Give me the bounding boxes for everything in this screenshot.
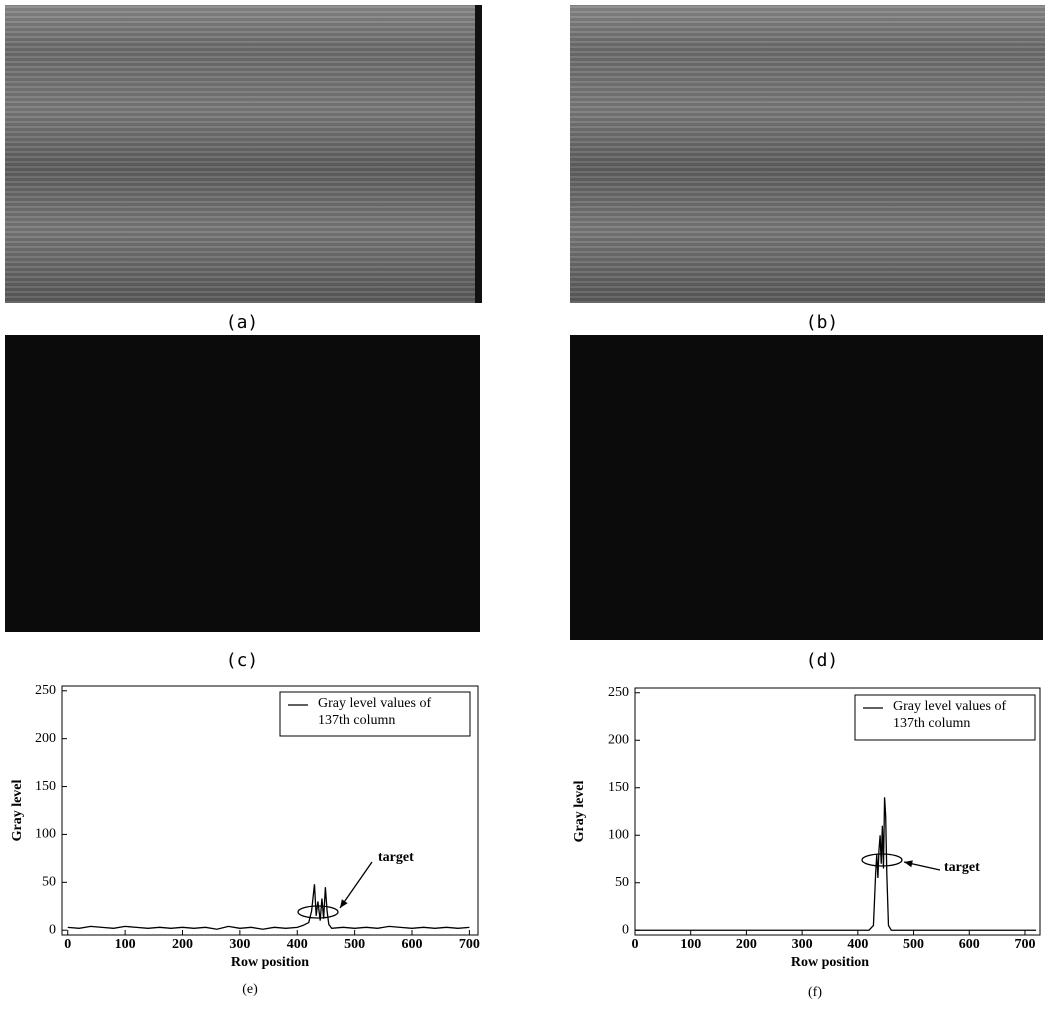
annotation: target [378, 850, 414, 865]
y-tick-label: 0 [49, 922, 56, 937]
arrow [339, 861, 373, 909]
x-tick-label: 400 [847, 937, 868, 952]
x-tick-label: 500 [903, 937, 924, 952]
x-tick-label: 200 [736, 937, 757, 952]
y-axis-label: Gray level [10, 779, 25, 841]
legend-label: Gray level values of 137th column [318, 696, 432, 728]
target-ellipse [297, 905, 339, 919]
x-tick-label: 100 [115, 937, 136, 952]
caption: (d) [805, 650, 839, 671]
data-line [635, 797, 1037, 931]
x-tick-label: 600 [402, 937, 423, 952]
x-tick-label: 0 [64, 937, 71, 952]
image-d [570, 335, 1043, 640]
x-tick-label: 500 [344, 937, 365, 952]
y-tick-label: 150 [608, 780, 629, 795]
y-tick-label: 100 [608, 827, 629, 842]
x-tick-label: 700 [1014, 937, 1035, 952]
y-tick-label: 50 [42, 875, 56, 890]
target-ellipse [861, 853, 903, 867]
plot-frame [634, 687, 1041, 936]
y-tick-label: 250 [35, 683, 56, 698]
legend-label: Gray level values of 137th column [893, 699, 1007, 731]
legend-box [854, 694, 1036, 741]
x-tick-label: 400 [287, 937, 308, 952]
x-tick-label: 300 [229, 937, 250, 952]
x-tick-label: 700 [459, 937, 480, 952]
image-a [5, 5, 482, 303]
caption: (b) [805, 312, 839, 333]
plot-frame [61, 685, 479, 936]
x-tick-label: 200 [172, 937, 193, 952]
x-tick-label: 100 [680, 937, 701, 952]
x-axis-label: Row position [231, 955, 309, 970]
x-tick-label: 600 [959, 937, 980, 952]
y-axis-label: Gray level [572, 780, 587, 842]
data-line [67, 884, 470, 930]
arrow-head [340, 899, 348, 908]
y-tick-label: 200 [608, 732, 629, 747]
y-tick-label: 200 [35, 731, 56, 746]
caption: (a) [225, 312, 259, 333]
legend-box [279, 691, 471, 737]
y-tick-label: 150 [35, 779, 56, 794]
annotation: target [944, 860, 980, 875]
y-tick-label: 50 [615, 875, 629, 890]
chart-caption: (f) [808, 985, 822, 1000]
image-b [570, 5, 1045, 303]
x-tick-label: 300 [792, 937, 813, 952]
chart-caption: (e) [242, 982, 258, 997]
y-tick-label: 250 [608, 685, 629, 700]
arrow-head [904, 860, 913, 868]
caption: (c) [225, 650, 259, 671]
y-tick-label: 100 [35, 827, 56, 842]
image-c [5, 335, 480, 632]
y-tick-label: 0 [622, 922, 629, 937]
x-tick-label: 0 [632, 937, 639, 952]
x-axis-label: Row position [791, 955, 869, 970]
